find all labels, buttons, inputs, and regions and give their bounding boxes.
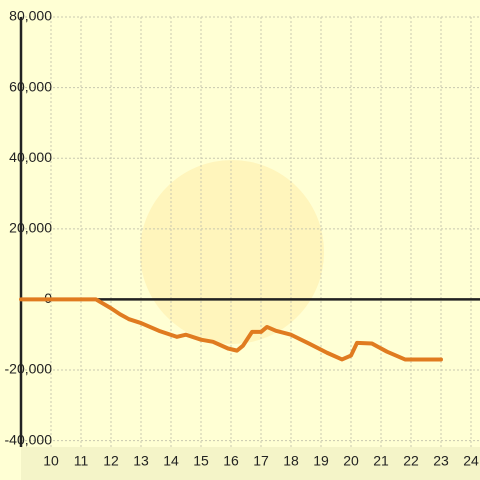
marks [19,297,443,362]
x-tick-label: 12 [103,453,119,469]
x-tick-label: 10 [43,453,59,469]
grid [21,16,480,447]
series-line [19,297,443,362]
x-tick-label: 19 [313,453,329,469]
x-tick-label: 23 [433,453,449,469]
x-axis-band [21,447,480,480]
x-tick-label: 16 [223,453,239,469]
y-tick-label: 20,000 [9,220,52,236]
y-tick-label: -40,000 [5,431,53,447]
y-tick-label: -20,000 [5,361,53,377]
x-tick-label: 13 [133,453,149,469]
x-tick-label: 22 [403,453,419,469]
x-tick-label: 11 [74,453,89,469]
y-tick-label: 60,000 [9,78,52,94]
x-tick-label: 17 [253,453,269,469]
x-tick-label: 15 [193,453,209,469]
watermark [140,160,324,344]
x-tick-label: 14 [163,453,179,469]
x-tick-label: 24 [463,453,479,469]
y-tick-label: 80,000 [9,8,52,24]
x-tick-label: 21 [373,453,389,469]
y-tick-label: 40,000 [9,149,52,165]
x-tick-label: 20 [343,453,359,469]
x-tick-label: 18 [283,453,299,469]
